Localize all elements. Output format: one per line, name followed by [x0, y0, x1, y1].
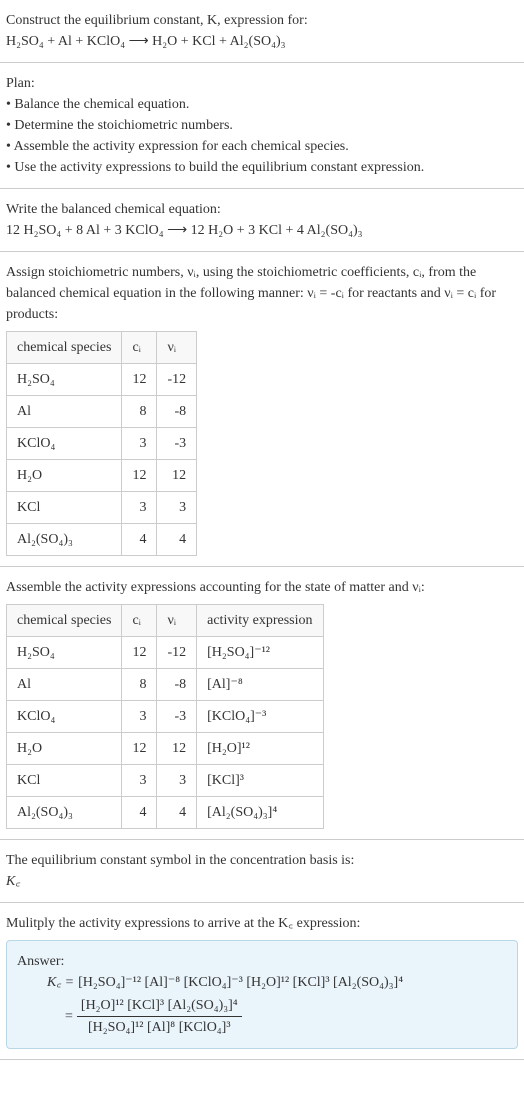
table-row: H₂O1212 [7, 460, 197, 492]
cell-species: Al [7, 396, 122, 428]
kc-symbol: K꜀ [6, 871, 518, 892]
cell-ci: 12 [122, 460, 157, 492]
answer-box: Answer: K꜀ = [H₂SO₄]⁻¹² [Al]⁻⁸ [KClO₄]⁻³… [6, 940, 518, 1049]
stoich-intro: Assign stoichiometric numbers, νᵢ, using… [6, 262, 518, 325]
col-vi: νᵢ [157, 605, 197, 637]
col-ci: cᵢ [122, 332, 157, 364]
table-row: H₂SO₄12-12[H₂SO₄]⁻¹² [7, 637, 324, 669]
cell-ci: 3 [122, 428, 157, 460]
cell-ci: 12 [122, 637, 157, 669]
col-activity: activity expression [197, 605, 323, 637]
cell-species: H₂O [7, 460, 122, 492]
plan-bullet-2: • Determine the stoichiometric numbers. [6, 115, 518, 136]
stoich-table: chemical species cᵢ νᵢ H₂SO₄12-12 Al8-8 … [6, 331, 197, 556]
kc-equals: = [65, 1006, 73, 1027]
cell-vi: -8 [157, 396, 197, 428]
final-intro: Mulitply the activity expressions to arr… [6, 913, 518, 934]
cell-ci: 12 [122, 733, 157, 765]
cell-activity: [KCl]³ [197, 765, 323, 797]
table-row: Al8-8 [7, 396, 197, 428]
table-row: KCl33[KCl]³ [7, 765, 324, 797]
cell-activity: [Al]⁻⁸ [197, 669, 323, 701]
cell-species: Al [7, 669, 122, 701]
kc-numerator: [H₂O]¹² [KCl]³ [Al₂(SO₄)₃]⁴ [77, 995, 242, 1017]
cell-vi: 3 [157, 765, 197, 797]
table-row: KCl33 [7, 492, 197, 524]
symbol-intro: The equilibrium constant symbol in the c… [6, 850, 518, 871]
cell-species: KClO₄ [7, 428, 122, 460]
cell-species: H₂SO₄ [7, 364, 122, 396]
kc-expression: K꜀ = [H₂SO₄]⁻¹² [Al]⁻⁸ [KClO₄]⁻³ [H₂O]¹²… [17, 972, 507, 1038]
col-ci: cᵢ [122, 605, 157, 637]
cell-ci: 3 [122, 765, 157, 797]
col-species: chemical species [7, 605, 122, 637]
cell-activity: [Al₂(SO₄)₃]⁴ [197, 797, 323, 829]
cell-species: H₂O [7, 733, 122, 765]
activity-table: chemical species cᵢ νᵢ activity expressi… [6, 604, 324, 829]
cell-species: KCl [7, 492, 122, 524]
table-header-row: chemical species cᵢ νᵢ [7, 332, 197, 364]
table-row: Al₂(SO₄)₃44 [7, 524, 197, 556]
cell-activity: [H₂SO₄]⁻¹² [197, 637, 323, 669]
table-header-row: chemical species cᵢ νᵢ activity expressi… [7, 605, 324, 637]
table-row: Al₂(SO₄)₃44[Al₂(SO₄)₃]⁴ [7, 797, 324, 829]
cell-vi: -3 [157, 701, 197, 733]
activity-section: Assemble the activity expressions accoun… [0, 567, 524, 840]
cell-ci: 4 [122, 797, 157, 829]
cell-vi: 12 [157, 733, 197, 765]
cell-vi: 4 [157, 797, 197, 829]
table-row: KClO₄3-3[KClO₄]⁻³ [7, 701, 324, 733]
kc-denominator: [H₂SO₄]¹² [Al]⁸ [KClO₄]³ [77, 1017, 242, 1038]
cell-ci: 12 [122, 364, 157, 396]
cell-vi: -12 [157, 637, 197, 669]
cell-ci: 8 [122, 669, 157, 701]
final-section: Mulitply the activity expressions to arr… [0, 903, 524, 1060]
kc-lhs: K꜀ = [47, 972, 74, 993]
table-row: H₂SO₄12-12 [7, 364, 197, 396]
cell-activity: [KClO₄]⁻³ [197, 701, 323, 733]
plan-section: Plan: • Balance the chemical equation. •… [0, 63, 524, 189]
balanced-equation: 12 H₂SO₄ + 8 Al + 3 KClO₄ ⟶ 12 H₂O + 3 K… [6, 220, 518, 241]
construct-section: Construct the equilibrium constant, K, e… [0, 0, 524, 63]
cell-vi: -12 [157, 364, 197, 396]
cell-species: H₂SO₄ [7, 637, 122, 669]
cell-species: KClO₄ [7, 701, 122, 733]
unbalanced-equation: H₂SO₄ + Al + KClO₄ ⟶ H₂O + KCl + Al₂(SO₄… [6, 31, 518, 52]
cell-species: Al₂(SO₄)₃ [7, 797, 122, 829]
plan-title: Plan: [6, 73, 518, 94]
cell-species: Al₂(SO₄)₃ [7, 524, 122, 556]
col-vi: νᵢ [157, 332, 197, 364]
table-row: KClO₄3-3 [7, 428, 197, 460]
cell-vi: -3 [157, 428, 197, 460]
plan-bullet-4: • Use the activity expressions to build … [6, 157, 518, 178]
kc-product: [H₂SO₄]⁻¹² [Al]⁻⁸ [KClO₄]⁻³ [H₂O]¹² [KCl… [78, 972, 403, 993]
table-row: Al8-8[Al]⁻⁸ [7, 669, 324, 701]
cell-activity: [H₂O]¹² [197, 733, 323, 765]
cell-ci: 4 [122, 524, 157, 556]
symbol-section: The equilibrium constant symbol in the c… [0, 840, 524, 903]
plan-bullet-1: • Balance the chemical equation. [6, 94, 518, 115]
construct-line: Construct the equilibrium constant, K, e… [6, 10, 518, 31]
cell-vi: 12 [157, 460, 197, 492]
answer-label: Answer: [17, 951, 507, 972]
plan-bullet-3: • Assemble the activity expression for e… [6, 136, 518, 157]
balanced-section: Write the balanced chemical equation: 12… [0, 189, 524, 252]
table-row: H₂O1212[H₂O]¹² [7, 733, 324, 765]
cell-vi: 4 [157, 524, 197, 556]
balanced-intro: Write the balanced chemical equation: [6, 199, 518, 220]
cell-ci: 3 [122, 492, 157, 524]
activity-intro: Assemble the activity expressions accoun… [6, 577, 518, 598]
cell-ci: 3 [122, 701, 157, 733]
kc-fraction: [H₂O]¹² [KCl]³ [Al₂(SO₄)₃]⁴ [H₂SO₄]¹² [A… [77, 995, 242, 1038]
cell-vi: 3 [157, 492, 197, 524]
cell-ci: 8 [122, 396, 157, 428]
cell-species: KCl [7, 765, 122, 797]
stoich-section: Assign stoichiometric numbers, νᵢ, using… [0, 252, 524, 567]
cell-vi: -8 [157, 669, 197, 701]
col-species: chemical species [7, 332, 122, 364]
